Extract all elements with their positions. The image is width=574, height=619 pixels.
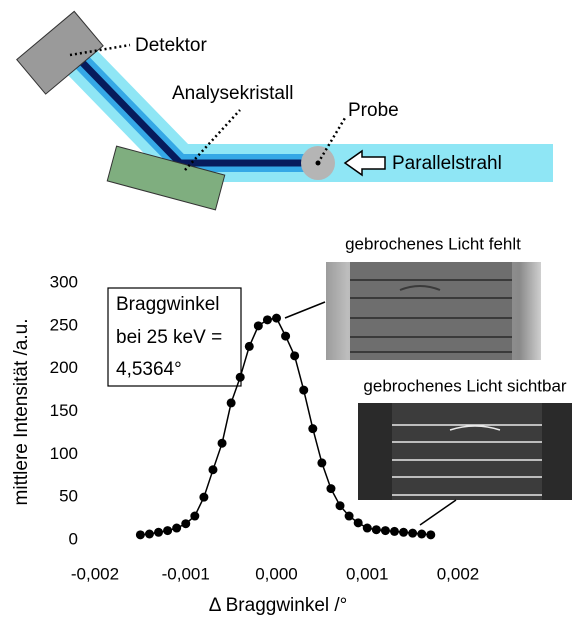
figure: Detektor Analysekristall Probe Parallels… — [0, 0, 574, 619]
point — [218, 439, 227, 448]
y-axis-title: mittlere Intensität /a.u. — [11, 319, 32, 506]
y-tick-label: 300 — [50, 272, 78, 291]
annotation: Braggwinkel — [116, 294, 220, 315]
point — [236, 373, 245, 382]
point — [372, 525, 381, 534]
sample-label: Probe — [348, 100, 399, 121]
point — [263, 315, 272, 324]
detector-label: Detektor — [135, 35, 207, 56]
point — [245, 342, 254, 351]
point — [272, 314, 281, 323]
point — [190, 512, 199, 521]
point — [181, 519, 190, 528]
y-tick-label: 0 — [69, 529, 78, 548]
y-tick-label: 200 — [50, 358, 78, 377]
crystal-label: Analysekristall — [172, 83, 293, 104]
point — [326, 484, 335, 493]
point — [408, 529, 417, 538]
x-tick-label: -0,002 — [71, 564, 119, 583]
point — [172, 524, 181, 533]
point — [336, 501, 345, 510]
point — [354, 518, 363, 527]
point — [381, 526, 390, 535]
annotation: bei 25 keV = — [116, 327, 222, 348]
page: Detektor Analysekristall Probe Parallels… — [0, 0, 574, 619]
x-axis-title: Δ Braggwinkel /° — [209, 595, 348, 616]
point — [299, 386, 308, 395]
x-tick-label: -0,001 — [162, 564, 210, 583]
y-tick-label: 50 — [59, 487, 78, 506]
photo-center — [350, 262, 512, 360]
point — [208, 465, 217, 474]
photo-center — [392, 403, 542, 500]
point — [227, 398, 236, 407]
x-tick-label: 0,002 — [437, 564, 480, 583]
image-label: gebrochenes Licht fehlt — [345, 234, 521, 253]
point — [254, 321, 263, 330]
leader — [420, 500, 456, 525]
point — [317, 458, 326, 467]
point — [363, 524, 372, 533]
point — [154, 528, 163, 537]
leader — [285, 302, 325, 318]
x-tick-label: 0,000 — [255, 564, 298, 583]
point — [290, 351, 299, 360]
point — [399, 528, 408, 537]
x-tick-label: 0,001 — [346, 564, 389, 583]
point — [145, 530, 154, 539]
y-tick-label: 150 — [50, 401, 78, 420]
point — [281, 332, 290, 341]
beam-label: Parallelstrahl — [392, 153, 502, 174]
point — [163, 526, 172, 535]
point — [308, 424, 317, 433]
point — [417, 530, 426, 539]
point — [136, 530, 145, 539]
point — [199, 493, 208, 502]
y-tick-label: 100 — [50, 444, 78, 463]
beam-halo — [75, 55, 315, 163]
point — [426, 530, 435, 539]
diagram: Detektor Analysekristall Probe Parallels… — [17, 11, 553, 210]
image-label: gebrochenes Licht sichtbar — [363, 376, 567, 395]
annotation: 4,5364° — [116, 359, 182, 380]
y-tick-label: 250 — [50, 315, 78, 334]
point — [345, 512, 354, 521]
point — [390, 527, 399, 536]
